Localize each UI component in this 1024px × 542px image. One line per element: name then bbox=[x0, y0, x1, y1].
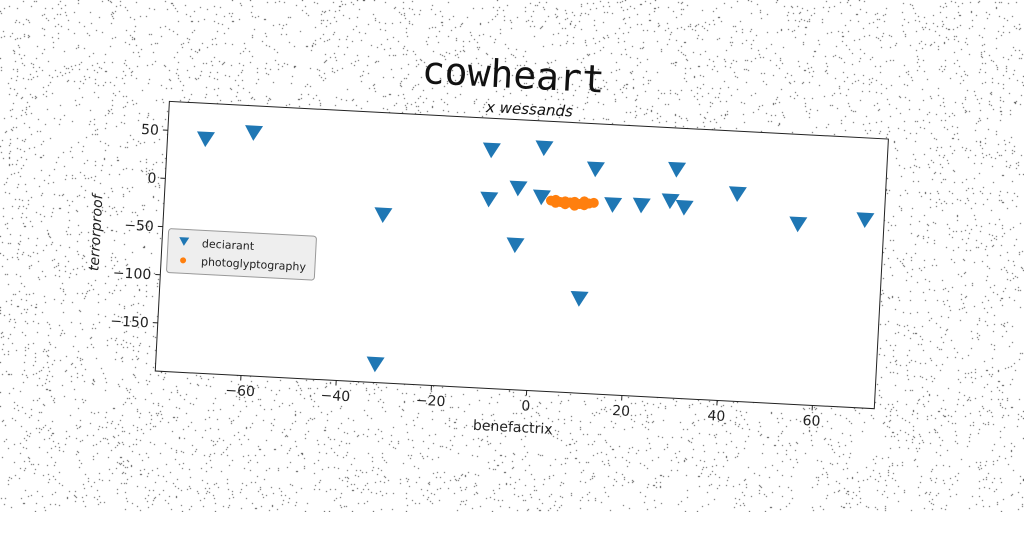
x-tick-label: 0 bbox=[521, 398, 531, 414]
y-tick-label: −50 bbox=[124, 218, 154, 236]
x-tick-label: −20 bbox=[415, 393, 445, 411]
x-axis-label: benefactrix bbox=[473, 418, 553, 438]
y-tick-label: −150 bbox=[110, 313, 149, 331]
y-tick-label: 50 bbox=[141, 122, 160, 139]
legend-label: deciarant bbox=[202, 237, 255, 253]
x-tick-label: 60 bbox=[802, 413, 821, 430]
chart-subtitle: x wessands bbox=[485, 98, 574, 121]
x-tick-label: −40 bbox=[320, 388, 350, 406]
y-tick-label: 0 bbox=[147, 171, 157, 187]
x-tick-label: −60 bbox=[225, 383, 255, 401]
y-tick-label: −100 bbox=[112, 265, 151, 283]
x-tick-label: 20 bbox=[612, 403, 631, 420]
y-axis-label: terrorproof bbox=[86, 192, 106, 271]
x-tick-label: 40 bbox=[707, 408, 726, 425]
